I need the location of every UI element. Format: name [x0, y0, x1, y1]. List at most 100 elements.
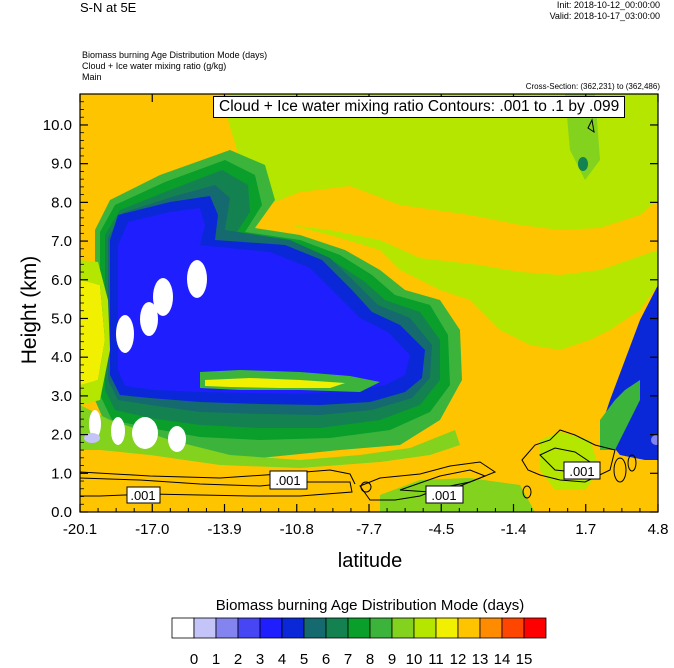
y-tick-label: 1.0	[51, 465, 72, 482]
contour-line	[627, 454, 637, 472]
contour-line	[613, 457, 627, 483]
y-tick-label: 5.0	[51, 310, 72, 327]
y-tick-label: 6.0	[51, 272, 72, 289]
colorbar-label: 14	[494, 651, 511, 668]
colorbar-label: 2	[234, 651, 242, 668]
y-axis: 0.0 1.0 2.0 3.0 4.0 5.0 6.0 7.0 8.0 9.0 10.0	[43, 93, 658, 521]
x-tick-label: -1.4	[501, 521, 527, 538]
field-green-right	[600, 380, 640, 450]
colorbar-swatch	[303, 617, 327, 639]
colorbar-label: 6	[322, 651, 330, 668]
x-tick-label: -20.1	[63, 521, 97, 538]
colorbar-label: 3	[256, 651, 264, 668]
field-yellow-green-left	[80, 260, 110, 405]
colorbar-swatch	[435, 617, 459, 639]
colorbar-swatch	[457, 617, 481, 639]
colorbar-swatch	[237, 617, 261, 639]
field-lavender-patch	[84, 433, 100, 443]
field-white-patch	[89, 410, 101, 438]
field-yellow-band	[205, 378, 345, 388]
colorbar-label: 1	[212, 651, 220, 668]
x-tick-label: -7.7	[356, 521, 382, 538]
y-tick-label: 7.0	[51, 233, 72, 250]
colorbar-label: 5	[300, 651, 308, 668]
colorbar-label: 9	[388, 651, 396, 668]
colorbar-label: 13	[472, 651, 489, 668]
colorbar-swatch	[523, 617, 547, 639]
contour-label-box	[126, 486, 161, 504]
field-white-patch	[111, 417, 125, 445]
contour-info-box: Cloud + Ice water mixing ratio Contours:…	[213, 96, 626, 118]
plot-title: S-N at 5E	[80, 0, 137, 15]
colorbar-title: Biomass burning Age Distribution Mode (d…	[215, 597, 525, 614]
contour-label-box	[563, 461, 601, 480]
colorbar-swatch	[369, 617, 393, 639]
colorbar-swatch	[171, 617, 195, 639]
field-green-blob	[578, 157, 588, 171]
colorbar-label: 11	[428, 651, 444, 668]
colorbar-swatch	[501, 617, 525, 639]
field-description-3: Main	[82, 72, 102, 82]
contour-label: .001	[569, 464, 594, 479]
colorbar-label: 8	[366, 651, 374, 668]
contour-label: .001	[275, 473, 300, 488]
heatmap-field	[80, 94, 658, 512]
contour-label-box	[269, 470, 308, 490]
colorbar-swatch	[259, 617, 283, 639]
field-white-patch	[116, 315, 134, 353]
colorbar: 0 1 2 3 4 5 6 7 8 9 10 11 12 13 14 15	[171, 617, 547, 668]
contour-labels: .001 .001 .001 .001	[126, 461, 601, 504]
x-tick-label: -4.5	[428, 521, 454, 538]
y-axis-label: Height (km)	[18, 255, 41, 365]
x-tick-label: -10.8	[280, 521, 314, 538]
field-white-patch	[140, 302, 158, 336]
x-tick-label: 1.7	[575, 521, 596, 538]
init-time: Init: 2018-10-12_00:00:00	[556, 0, 660, 10]
y-tick-label: 4.0	[51, 349, 72, 366]
colorbar-swatch	[347, 617, 371, 639]
field-white-patch	[187, 260, 207, 298]
field-white-patch	[132, 417, 158, 449]
x-tick-label: 4.8	[648, 521, 669, 538]
cross-section-info: Cross-Section: (362,231) to (362,486)	[525, 82, 660, 91]
colorbar-label: 0	[190, 651, 198, 668]
colorbar-swatch	[479, 617, 503, 639]
colorbar-label: 10	[406, 651, 423, 668]
colorbar-label: 15	[516, 651, 533, 668]
contour-line	[521, 429, 616, 483]
contour-label: .001	[431, 488, 456, 503]
colorbar-swatch	[215, 617, 239, 639]
x-axis-label: latitude	[337, 550, 403, 572]
colorbar-swatch	[413, 617, 437, 639]
x-axis: -20.1 -17.0 -13.9 -10.8 -7.7 -4.5 -1.4 1.7 4.8	[63, 94, 669, 538]
contour-label: .001	[130, 488, 155, 503]
x-tick-label: -17.0	[135, 521, 169, 538]
field-bright-blue	[118, 208, 410, 394]
y-tick-label: 3.0	[51, 388, 72, 405]
y-tick-label: 0.0	[51, 504, 72, 521]
x-tick-label: -13.9	[207, 521, 241, 538]
field-description-1: Biomass burning Age Distribution Mode (d…	[82, 50, 268, 60]
field-description-2: Cloud + Ice water mixing ratio (g/kg)	[82, 61, 227, 71]
colorbar-label: 7	[344, 651, 352, 668]
field-white-patch	[153, 278, 173, 316]
colorbar-label: 12	[450, 651, 467, 668]
colorbar-label: 4	[278, 651, 286, 668]
colorbar-swatch	[391, 617, 415, 639]
valid-time: Valid: 2018-10-17_03:00:00	[549, 11, 660, 21]
field-lower-left	[80, 405, 460, 468]
y-tick-label: 8.0	[51, 194, 72, 211]
contour-label-box	[425, 485, 464, 504]
colorbar-swatch	[193, 617, 217, 639]
y-tick-label: 2.0	[51, 427, 72, 444]
field-white-patch	[168, 426, 186, 452]
y-tick-label: 9.0	[51, 156, 72, 173]
field-blue-blob	[651, 435, 658, 445]
field-yellow-left	[80, 280, 105, 385]
field-orange-wedge	[255, 186, 658, 275]
contour-line	[522, 485, 532, 499]
colorbar-swatch	[281, 617, 305, 639]
colorbar-swatch	[325, 617, 349, 639]
contour-line	[587, 118, 595, 134]
